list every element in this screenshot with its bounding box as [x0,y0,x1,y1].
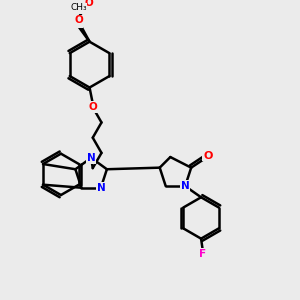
Text: O: O [84,0,93,8]
Text: N: N [97,183,105,193]
Text: CH₃: CH₃ [70,3,87,12]
Text: O: O [73,17,82,27]
Text: N: N [181,181,190,191]
Text: O: O [203,151,212,160]
Text: O: O [74,15,83,26]
Text: F: F [199,249,206,259]
Text: N: N [87,153,95,163]
Text: O: O [88,102,97,112]
